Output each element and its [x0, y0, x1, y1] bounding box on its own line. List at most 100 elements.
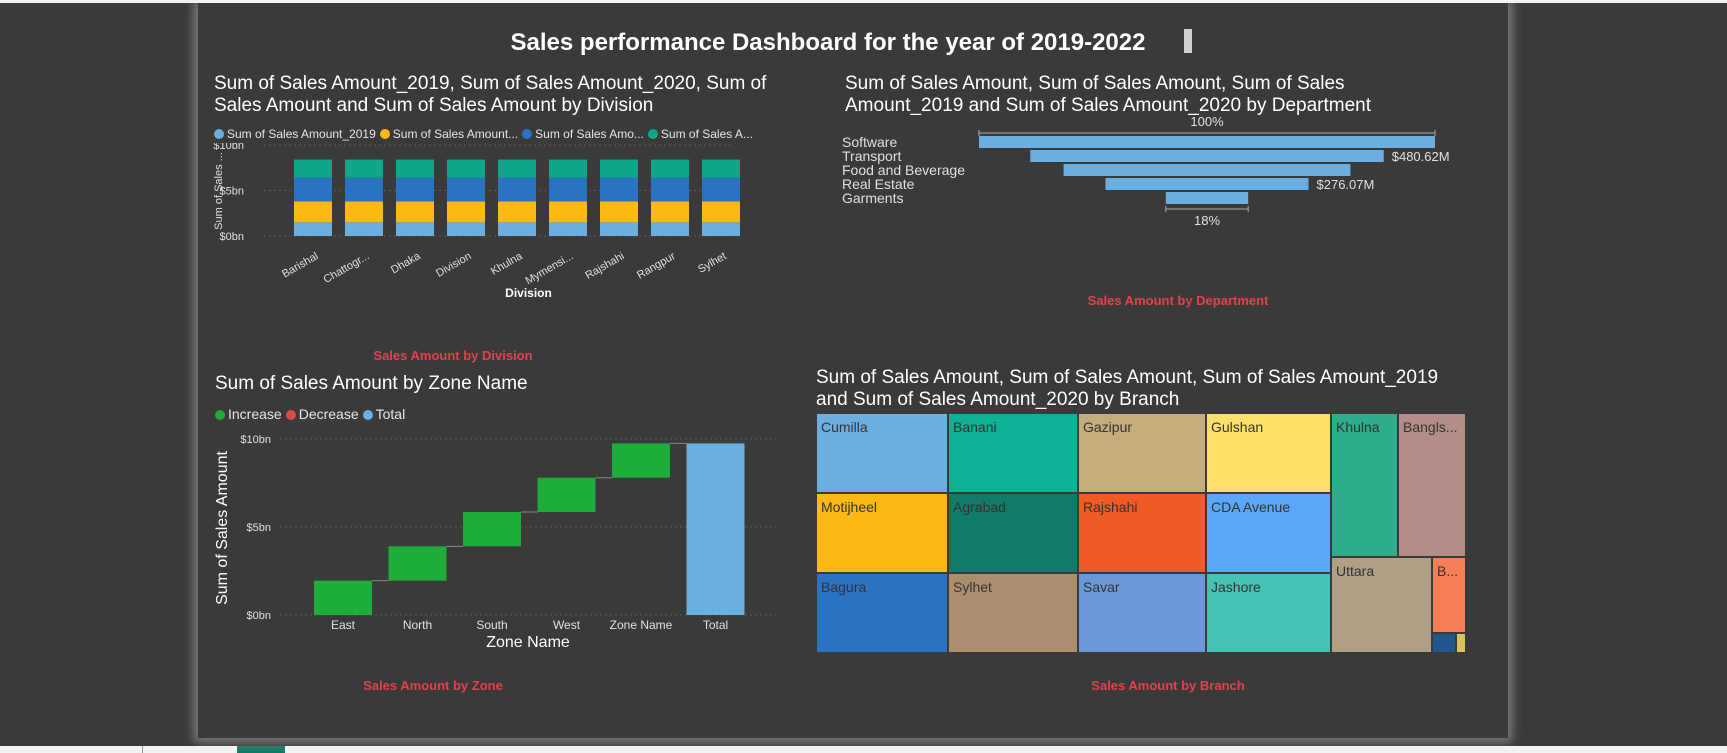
x-tick-label: East — [331, 618, 356, 632]
treemap-tile-label: Sylhet — [953, 579, 992, 595]
legend-dot-icon — [215, 410, 225, 420]
treemap-tile[interactable] — [1432, 633, 1456, 653]
branch-chart-title: Sum of Sales Amount, Sum of Sales Amount… — [816, 367, 1439, 410]
funnel-bar — [1165, 192, 1249, 204]
bar-segment — [396, 177, 434, 202]
x-tick-label: Division — [434, 250, 473, 280]
legend-dot-icon — [285, 410, 296, 420]
y-tick-label: $10bn — [213, 143, 244, 152]
zone-caption: Sales Amount by Zone — [363, 678, 503, 693]
waterfall-bar — [612, 443, 670, 478]
bar-segment — [447, 201, 485, 223]
treemap-tile[interactable]: Jashore — [1206, 573, 1331, 653]
bar-segment — [702, 222, 740, 236]
funnel-bar — [1105, 178, 1309, 190]
treemap-tile[interactable]: Sylhet — [948, 573, 1078, 653]
bar-segment — [294, 159, 332, 178]
treemap-tile-label: Jashore — [1211, 579, 1261, 595]
y-tick-label: $5bn — [247, 522, 271, 534]
legend-dot-icon — [214, 129, 224, 139]
division-legend-item[interactable]: Sum of Sales Amo... — [522, 127, 644, 141]
treemap-tile[interactable]: Uttara — [1331, 557, 1432, 653]
legend-label: Decrease — [298, 406, 359, 422]
treemap-tile-label: CDA Avenue — [1211, 499, 1291, 515]
division-legend-item[interactable]: Sum of Sales Amount_2019 — [214, 127, 376, 141]
legend-label: Sum of Sales Amount_2019 — [227, 127, 376, 141]
bottom-strip — [0, 746, 1727, 753]
legend-dot-icon — [647, 129, 658, 139]
bar-segment — [702, 159, 740, 178]
x-tick-label: North — [403, 618, 432, 632]
y-axis-label: Sum of Sales ... — [213, 152, 225, 230]
bar-segment — [651, 222, 689, 236]
treemap-tile-label: Motijheel — [821, 499, 878, 515]
x-axis-label: Division — [505, 286, 552, 300]
zone-chart-title: Sum of Sales Amount by Zone Name — [215, 373, 528, 394]
funnel-bar — [1030, 150, 1384, 162]
funnel-bottom-percent: 18% — [1194, 213, 1220, 228]
division-legend-item[interactable]: Sum of Sales A... — [647, 127, 753, 141]
bar-segment — [294, 177, 332, 202]
treemap-tile-label: Gulshan — [1211, 419, 1264, 435]
bar-segment — [498, 201, 536, 223]
bar-segment — [498, 222, 536, 236]
zone-legend-item[interactable]: Increase — [215, 406, 282, 422]
division-legend-item[interactable]: Sum of Sales Amount... — [379, 127, 518, 141]
top-strip — [0, 0, 1727, 3]
division-legend: Sum of Sales Amount_2019 Sum of Sales Amo… — [214, 127, 757, 141]
treemap-tile[interactable]: Banani — [948, 413, 1078, 493]
treemap-tile[interactable]: Motijheel — [816, 493, 948, 573]
bar-segment — [549, 222, 587, 236]
funnel-category-label: Transport — [842, 148, 902, 164]
x-axis-label: Zone Name — [486, 634, 570, 651]
bar-segment — [345, 159, 383, 178]
x-tick-label: Rangpur — [635, 250, 678, 282]
zone-legend-item[interactable]: Total — [362, 406, 405, 422]
treemap-tile-label: B... — [1437, 563, 1459, 579]
funnel-data-label: $276.07M — [1317, 177, 1375, 192]
funnel-bar — [979, 136, 1435, 148]
branch-caption: Sales Amount by Branch — [1091, 678, 1245, 693]
funnel-category-label: Software — [842, 134, 897, 150]
x-tick-label: Chattogr... — [322, 250, 372, 286]
treemap-tile[interactable]: Agrabad — [948, 493, 1078, 573]
bar-segment — [396, 159, 434, 178]
treemap-tile-label: Agrabad — [953, 499, 1006, 515]
treemap-tile[interactable]: B... — [1432, 557, 1466, 633]
bar-segment — [498, 177, 536, 202]
zone-legend-item[interactable]: Decrease — [285, 406, 359, 422]
division-caption: Sales Amount by Division — [373, 348, 533, 363]
bar-segment — [600, 159, 638, 178]
bottom-divider — [142, 746, 143, 753]
legend-label: Sum of Sales A... — [660, 127, 753, 141]
bar-segment — [600, 177, 638, 202]
bar-segment — [498, 159, 536, 178]
treemap-tile[interactable]: Gazipur — [1078, 413, 1206, 493]
department-chart-title: Sum of Sales Amount, Sum of Sales Amount… — [845, 73, 1372, 116]
x-tick-label: South — [476, 618, 507, 632]
treemap-tile[interactable]: Bagura — [816, 573, 948, 653]
dashboard-title: Sales performance Dashboard for the year… — [510, 29, 1146, 56]
treemap-tile[interactable] — [1456, 633, 1466, 653]
waterfall-bar — [388, 546, 447, 581]
treemap-tile-label: Rajshahi — [1083, 499, 1138, 515]
legend-dot-icon — [362, 410, 373, 420]
treemap-tile[interactable]: Gulshan — [1206, 413, 1331, 493]
treemap-tile[interactable]: Savar — [1078, 573, 1206, 653]
treemap-tile-label: Bangls... — [1403, 419, 1458, 435]
treemap-tile[interactable]: CDA Avenue — [1206, 493, 1331, 573]
treemap-tile[interactable]: Cumilla — [816, 413, 948, 493]
bar-segment — [651, 201, 689, 223]
title-marker — [1184, 29, 1192, 53]
treemap-tile[interactable]: Bangls... — [1398, 413, 1466, 557]
bottom-page-tab[interactable] — [237, 746, 285, 753]
bar-segment — [549, 201, 587, 223]
funnel-category-label: Garments — [842, 190, 903, 206]
branch-treemap: Cumilla Banani Gazipur Gulshan Khulna Bangls.… — [816, 413, 1466, 653]
x-tick-label: Mymensi... — [523, 250, 575, 287]
treemap-tile[interactable]: Rajshahi — [1078, 493, 1206, 573]
y-tick-label: $0bn — [220, 231, 244, 243]
x-tick-label: Sylhet — [696, 250, 728, 276]
zone-legend: Increase Decrease Total — [215, 406, 409, 422]
treemap-tile[interactable]: Khulna — [1331, 413, 1398, 557]
